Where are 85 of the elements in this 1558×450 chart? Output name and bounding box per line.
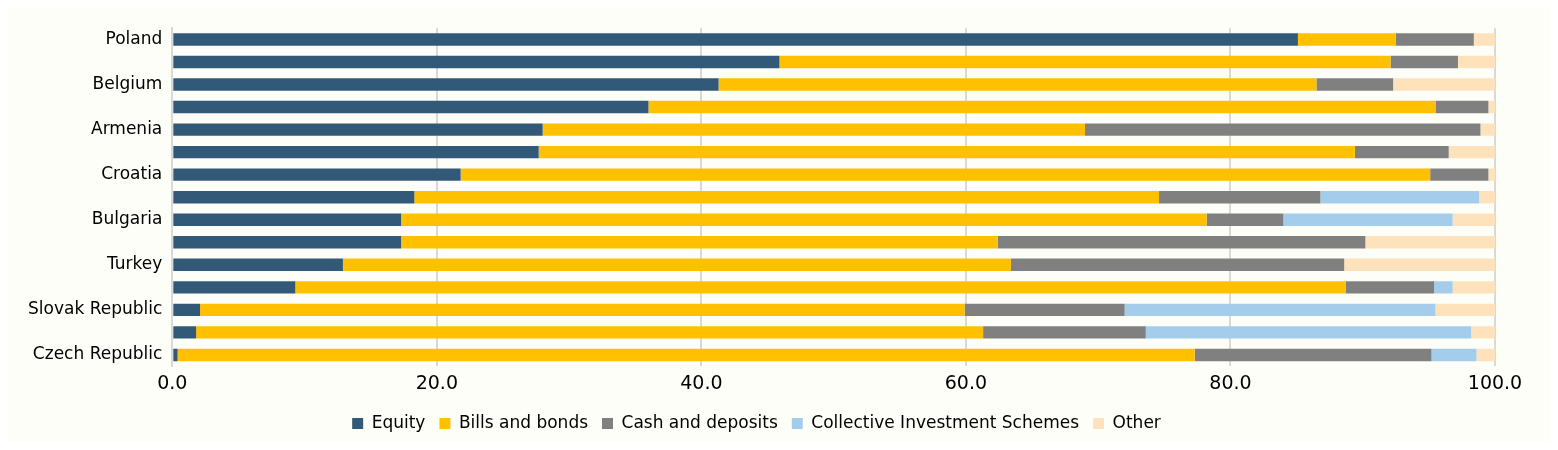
bar [177, 348, 1195, 362]
bar [997, 236, 1366, 249]
bar [1476, 348, 1495, 362]
bar [1473, 33, 1495, 46]
bar [1124, 303, 1436, 317]
bar [414, 191, 1160, 204]
legend-label: Bills and bonds [458, 411, 589, 432]
bar [173, 348, 178, 362]
bar [718, 78, 1317, 91]
bar [1390, 55, 1458, 69]
bar [173, 100, 649, 114]
bar [173, 78, 719, 91]
bar [173, 168, 461, 181]
bar [196, 326, 984, 339]
bar [173, 303, 201, 317]
bar [1010, 258, 1345, 271]
y-tick-label: Turkey [105, 253, 163, 274]
x-tick-label: 100.0 [1467, 370, 1523, 393]
y-tick-label: Croatia [101, 163, 163, 184]
bar [460, 168, 1431, 181]
bar [964, 303, 1125, 317]
bar [1435, 100, 1489, 114]
bar [173, 55, 780, 69]
bar [173, 123, 543, 136]
y-tick-label: Czech Republic [32, 343, 163, 364]
bar [173, 258, 343, 271]
bar [1393, 78, 1495, 91]
bar [1452, 213, 1495, 226]
bar [1365, 236, 1495, 249]
bar [1479, 191, 1495, 204]
bar [295, 281, 1346, 294]
bar [1448, 145, 1495, 159]
bar [173, 281, 296, 294]
x-tick-label: 0.0 [157, 370, 188, 393]
y-tick-label: Belgium [92, 72, 163, 93]
bar [1145, 326, 1472, 339]
bar [1430, 168, 1489, 181]
bar [1159, 191, 1321, 204]
bar [779, 55, 1391, 69]
bar [1316, 78, 1394, 91]
bar [538, 145, 1355, 159]
bar [1434, 281, 1453, 294]
bar [1354, 145, 1449, 159]
x-tick-label: 80.0 [1209, 370, 1252, 393]
bar [1395, 33, 1474, 46]
x-tick-label: 20.0 [415, 370, 458, 393]
y-tick-label: Poland [105, 27, 163, 48]
bar [401, 236, 998, 249]
bar [173, 145, 539, 159]
bar [648, 100, 1436, 114]
x-tick-label: 60.0 [944, 370, 988, 393]
bar [1488, 100, 1495, 114]
bar [173, 191, 415, 204]
bar [1345, 281, 1435, 294]
bar [1457, 55, 1495, 69]
legend-label: Collective Investment Schemes [811, 411, 1080, 432]
bar [1320, 191, 1480, 204]
bar [173, 33, 1298, 46]
bar [1344, 258, 1495, 271]
bar [200, 303, 965, 317]
bar [542, 123, 1085, 136]
x-tick-label: 40.0 [680, 370, 723, 393]
bar [173, 213, 402, 226]
bar [173, 326, 197, 339]
bar [1283, 213, 1453, 226]
bar [342, 258, 1011, 271]
legend-label: Cash and deposits [621, 411, 778, 432]
bar [1480, 123, 1495, 136]
bar [983, 326, 1146, 339]
bar [1297, 33, 1396, 46]
y-tick-label: Slovak Republic [27, 298, 163, 319]
bar [1206, 213, 1284, 226]
bar [401, 213, 1207, 226]
legend-label: Other [1112, 411, 1161, 432]
bar [1435, 303, 1495, 317]
y-tick-label: Bulgaria [91, 208, 163, 229]
bar [1488, 168, 1495, 181]
bar [173, 236, 402, 249]
legend-label: Equity [371, 411, 426, 432]
bar [1452, 281, 1495, 294]
bar [1194, 348, 1432, 362]
bar [1084, 123, 1481, 136]
bar [1471, 326, 1495, 339]
bar [1431, 348, 1477, 362]
y-tick-label: Armenia [91, 118, 163, 139]
